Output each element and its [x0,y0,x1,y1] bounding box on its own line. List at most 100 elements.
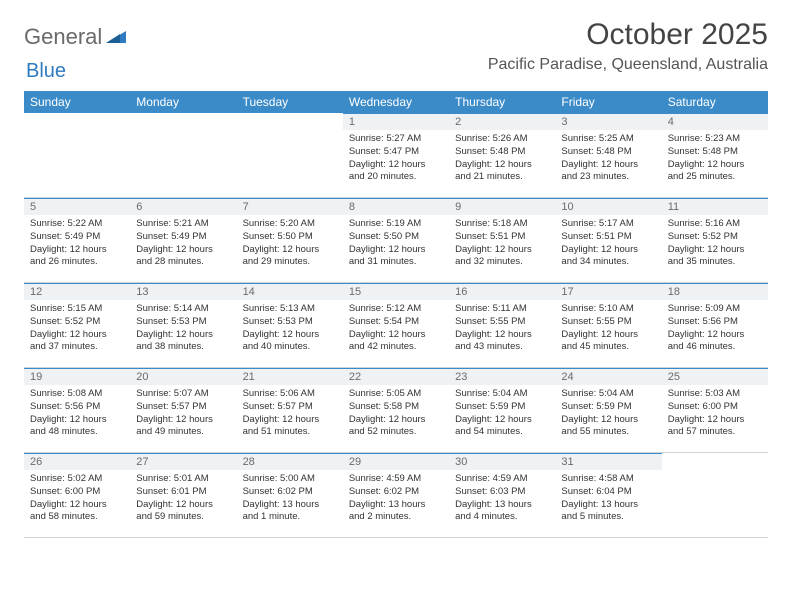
sunrise-text: Sunrise: 5:04 AM [455,388,549,401]
sunset-text: Sunset: 5:56 PM [668,316,762,329]
day-info: Sunrise: 5:02 AMSunset: 6:00 PMDaylight:… [24,470,130,529]
sunrise-text: Sunrise: 5:21 AM [136,218,230,231]
sunrise-text: Sunrise: 5:22 AM [30,218,124,231]
day-number: 18 [662,283,768,300]
sunrise-text: Sunrise: 4:59 AM [349,473,443,486]
day-cell: 16 Sunrise: 5:11 AMSunset: 5:55 PMDayligh… [449,283,555,367]
day-info: Sunrise: 5:15 AMSunset: 5:52 PMDaylight:… [24,300,130,359]
sunrise-text: Sunrise: 5:19 AM [349,218,443,231]
day-info: Sunrise: 4:58 AMSunset: 6:04 PMDaylight:… [555,470,661,529]
day-cell [662,453,768,537]
day-cell: 8Sunrise: 5:19 AMSunset: 5:50 PMDaylight… [343,198,449,282]
day-info: Sunrise: 5:03 AMSunset: 6:00 PMDaylight:… [662,385,768,444]
sunrise-text: Sunrise: 5:15 AM [30,303,124,316]
sunrise-text: Sunrise: 5:01 AM [136,473,230,486]
daylight-text: Daylight: 12 hours and 55 minutes. [561,414,655,440]
day-info: Sunrise: 5:25 AMSunset: 5:48 PMDaylight:… [555,130,661,189]
day-number: 5 [24,198,130,215]
sunrise-text: Sunrise: 5:12 AM [349,303,443,316]
sunrise-text: Sunrise: 5:18 AM [455,218,549,231]
sunrise-text: Sunrise: 5:27 AM [349,133,443,146]
sunset-text: Sunset: 5:47 PM [349,146,443,159]
day-number: 17 [555,283,661,300]
daylight-text: Daylight: 12 hours and 35 minutes. [668,244,762,270]
day-info: Sunrise: 4:59 AMSunset: 6:02 PMDaylight:… [343,470,449,529]
sunset-text: Sunset: 5:53 PM [243,316,337,329]
day-cell: 22Sunrise: 5:05 AMSunset: 5:58 PMDayligh… [343,368,449,452]
sunset-text: Sunset: 5:50 PM [243,231,337,244]
day-number: 21 [237,368,343,385]
sunset-text: Sunset: 5:48 PM [668,146,762,159]
sunrise-text: Sunrise: 5:14 AM [136,303,230,316]
sunset-text: Sunset: 5:51 PM [561,231,655,244]
brand-word2: Blue [26,60,66,82]
day-cell: 26Sunrise: 5:02 AMSunset: 6:00 PMDayligh… [24,453,130,537]
day-number: 16 [449,283,555,300]
day-info: Sunrise: 5:08 AMSunset: 5:56 PMDaylight:… [24,385,130,444]
day-cell: 20Sunrise: 5:07 AMSunset: 5:57 PMDayligh… [130,368,236,452]
sunrise-text: Sunrise: 5:10 AM [561,303,655,316]
daylight-text: Daylight: 12 hours and 23 minutes. [561,159,655,185]
week-row: 19Sunrise: 5:08 AMSunset: 5:56 PMDayligh… [24,368,768,453]
day-number: 15 [343,283,449,300]
daylight-text: Daylight: 12 hours and 59 minutes. [136,499,230,525]
brand-logo: General [24,18,128,50]
sunrise-text: Sunrise: 5:26 AM [455,133,549,146]
day-number: 31 [555,453,661,470]
day-info: Sunrise: 5:17 AMSunset: 5:51 PMDaylight:… [555,215,661,274]
sunrise-text: Sunrise: 5:03 AM [668,388,762,401]
sunrise-text: Sunrise: 5:11 AM [455,303,549,316]
sunrise-text: Sunrise: 5:04 AM [561,388,655,401]
day-info: Sunrise: 5:12 AMSunset: 5:54 PMDaylight:… [343,300,449,359]
day-number: 25 [662,368,768,385]
day-info: Sunrise: 5:20 AMSunset: 5:50 PMDaylight:… [237,215,343,274]
day-info: Sunrise: 5:05 AMSunset: 5:58 PMDaylight:… [343,385,449,444]
sunrise-text: Sunrise: 5:00 AM [243,473,337,486]
sunset-text: Sunset: 5:56 PM [30,401,124,414]
day-number: 4 [662,113,768,130]
day-number: 8 [343,198,449,215]
daylight-text: Daylight: 12 hours and 58 minutes. [30,499,124,525]
day-cell: 15Sunrise: 5:12 AMSunset: 5:54 PMDayligh… [343,283,449,367]
day-number: 24 [555,368,661,385]
daylight-text: Daylight: 12 hours and 48 minutes. [30,414,124,440]
sunset-text: Sunset: 5:53 PM [136,316,230,329]
sunset-text: Sunset: 5:59 PM [561,401,655,414]
day-number: 19 [24,368,130,385]
day-cell: 18Sunrise: 5:09 AMSunset: 5:56 PMDayligh… [662,283,768,367]
day-number: 22 [343,368,449,385]
daylight-text: Daylight: 12 hours and 43 minutes. [455,329,549,355]
day-cell: 21Sunrise: 5:06 AMSunset: 5:57 PMDayligh… [237,368,343,452]
sunrise-text: Sunrise: 5:05 AM [349,388,443,401]
daylight-text: Daylight: 12 hours and 49 minutes. [136,414,230,440]
day-info: Sunrise: 5:04 AMSunset: 5:59 PMDaylight:… [449,385,555,444]
month-title: October 2025 [488,18,768,52]
day-info: Sunrise: 5:23 AMSunset: 5:48 PMDaylight:… [662,130,768,189]
sunset-text: Sunset: 5:54 PM [349,316,443,329]
dow-saturday: Saturday [662,91,768,113]
brand-triangle-icon [106,27,126,48]
week-row: 5 Sunrise: 5:22 AM Sunset: 5:49 PM Daylight… [24,198,768,283]
sunset-text: Sunset: 6:01 PM [136,486,230,499]
dow-wednesday: Wednesday [343,91,449,113]
day-number: 14 [237,283,343,300]
sunset-text: Sunset: 5:52 PM [30,316,124,329]
day-cell: 7Sunrise: 5:20 AMSunset: 5:50 PMDaylight… [237,198,343,282]
sunrise-text: Sunrise: 5:02 AM [30,473,124,486]
sunset-text: Sunset: 5:55 PM [455,316,549,329]
dow-sunday: Sunday [24,91,130,113]
day-cell: 13Sunrise: 5:14 AMSunset: 5:53 PMDayligh… [130,283,236,367]
daylight-text: Daylight: 12 hours and 54 minutes. [455,414,549,440]
sunset-text: Sunset: 5:49 PM [136,231,230,244]
sunset-text: Sunset: 6:02 PM [349,486,443,499]
sunrise-text: Sunrise: 5:13 AM [243,303,337,316]
sunset-text: Sunset: 5:55 PM [561,316,655,329]
dow-thursday: Thursday [449,91,555,113]
daylight-text: Daylight: 12 hours and 52 minutes. [349,414,443,440]
daylight-text: Daylight: 12 hours and 42 minutes. [349,329,443,355]
sunrise-text: Sunrise: 4:58 AM [561,473,655,486]
day-info: Sunrise: 4:59 AMSunset: 6:03 PMDaylight:… [449,470,555,529]
day-cell: 30Sunrise: 4:59 AMSunset: 6:03 PMDayligh… [449,453,555,537]
daylight-text: Daylight: 13 hours and 1 minute. [243,499,337,525]
brand-word1: General [24,24,102,50]
